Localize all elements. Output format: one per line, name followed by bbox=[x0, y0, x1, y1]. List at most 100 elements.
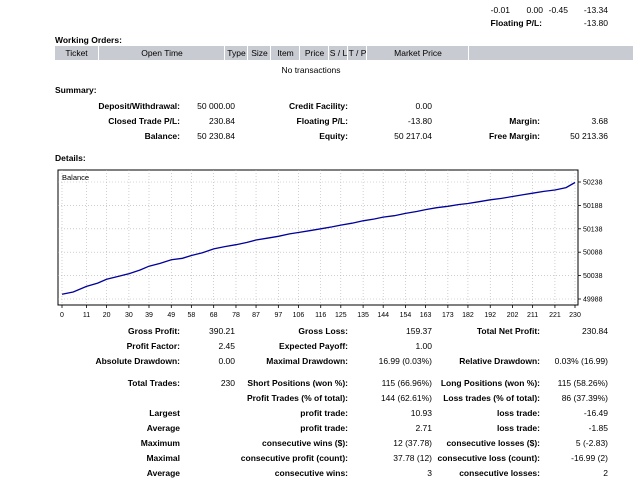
margin-label: Margin: bbox=[509, 116, 540, 126]
maximal-consec-loss-label: consecutive loss (count): bbox=[437, 453, 541, 463]
x-tick-label: 116 bbox=[315, 312, 326, 319]
top-value-d: -13.34 bbox=[583, 5, 608, 15]
maximum-label: Maximum bbox=[140, 438, 180, 448]
x-tick-label: 49 bbox=[167, 312, 175, 319]
maximal-label: Maximal bbox=[146, 453, 180, 463]
maximal-consec-loss-value: -16.99 (2) bbox=[571, 453, 608, 463]
largest-loss-label: loss trade: bbox=[497, 408, 540, 418]
chart-frame bbox=[57, 169, 579, 306]
top-value-a: -0.01 bbox=[490, 5, 510, 15]
max-consec-wins-value: 12 (37.78) bbox=[393, 438, 432, 448]
no-transactions: No transactions bbox=[281, 65, 341, 75]
y-tick-label: 50238 bbox=[583, 180, 603, 187]
average-profit-value: 2.71 bbox=[415, 423, 432, 433]
maximal-consec-profit-value: 37.78 (12) bbox=[393, 453, 432, 463]
expected-payoff-label: Expected Payoff: bbox=[279, 341, 348, 351]
profit-factor-value: 2.45 bbox=[218, 341, 235, 351]
largest-loss-value: -16.49 bbox=[583, 408, 608, 418]
rel-drawdown-label: Relative Drawdown: bbox=[459, 356, 540, 366]
abs-drawdown-value: 0.00 bbox=[218, 356, 235, 366]
average-loss-value: -1.85 bbox=[588, 423, 608, 433]
col-market-price[interactable]: Market Price bbox=[366, 46, 469, 60]
floating-pl-value: -13.80 bbox=[407, 116, 432, 126]
loss-trades-value: 86 (37.39%) bbox=[561, 393, 608, 403]
x-tick-label: 87 bbox=[252, 312, 260, 319]
x-tick-label: 68 bbox=[210, 312, 218, 319]
equity-value: 50 217.04 bbox=[394, 131, 432, 141]
avg-consec-losses-label: consecutive losses: bbox=[459, 468, 540, 478]
total-trades-label: Total Trades: bbox=[127, 378, 180, 388]
gross-loss-value: 159.37 bbox=[406, 326, 432, 336]
top-floating-value: -13.80 bbox=[583, 18, 608, 28]
working-orders-header: Ticket Open Time Type Size Item Price S … bbox=[55, 46, 633, 60]
x-tick-label: 192 bbox=[484, 312, 496, 319]
maximal-consec-profit-label: consecutive profit (count): bbox=[240, 453, 348, 463]
profit-factor-label: Profit Factor: bbox=[126, 341, 180, 351]
x-tick-label: 144 bbox=[377, 312, 389, 319]
summary-title: Summary: bbox=[55, 85, 97, 95]
avg-consec-wins-value: 3 bbox=[427, 468, 432, 478]
max-drawdown-label: Maximal Drawdown: bbox=[266, 356, 348, 366]
total-net-label: Total Net Profit: bbox=[476, 326, 540, 336]
working-orders-title: Working Orders: bbox=[55, 35, 122, 45]
largest-profit-value: 10.93 bbox=[410, 408, 432, 418]
x-tick-label: 182 bbox=[462, 312, 474, 319]
short-positions-label: Short Positions (won %): bbox=[247, 378, 348, 388]
x-tick-label: 230 bbox=[569, 312, 581, 319]
largest-profit-label: profit trade: bbox=[300, 408, 348, 418]
x-tick-label: 163 bbox=[420, 312, 432, 319]
average2-label: Average bbox=[146, 468, 180, 478]
x-tick-label: 173 bbox=[442, 312, 454, 319]
col-tp[interactable]: T / P bbox=[347, 46, 367, 60]
max-consec-wins-label: consecutive wins ($): bbox=[262, 438, 348, 448]
equity-label: Equity: bbox=[319, 131, 348, 141]
free-margin-value: 50 213.36 bbox=[570, 131, 608, 141]
abs-drawdown-label: Absolute Drawdown: bbox=[95, 356, 180, 366]
x-tick-label: 221 bbox=[549, 312, 561, 319]
total-net-value: 230.84 bbox=[582, 326, 608, 336]
x-tick-label: 125 bbox=[335, 312, 347, 319]
col-price[interactable]: Price bbox=[299, 46, 329, 60]
gross-profit-label: Gross Profit: bbox=[128, 326, 180, 336]
x-tick-label: 39 bbox=[145, 312, 153, 319]
x-tick-label: 211 bbox=[527, 312, 538, 319]
top-value-c: -0.45 bbox=[548, 5, 568, 15]
credit-label: Credit Facility: bbox=[288, 101, 348, 111]
long-positions-value: 115 (58.26%) bbox=[557, 378, 608, 388]
avg-consec-losses-value: 2 bbox=[603, 468, 608, 478]
col-ticket[interactable]: Ticket bbox=[65, 48, 88, 58]
top-value-b: 0.00 bbox=[526, 5, 543, 15]
profit-trades-value: 144 (62.61%) bbox=[380, 393, 432, 403]
average-label: Average bbox=[146, 423, 180, 433]
x-tick-label: 0 bbox=[60, 312, 64, 319]
margin-value: 3.68 bbox=[591, 116, 608, 126]
max-consec-losses-value: 5 (-2.83) bbox=[575, 438, 608, 448]
top-floating-label: Floating P/L: bbox=[490, 18, 542, 28]
col-item[interactable]: Item bbox=[270, 46, 300, 60]
col-open-time[interactable]: Open Time bbox=[98, 46, 225, 60]
details-title: Details: bbox=[55, 153, 86, 163]
x-tick-label: 58 bbox=[187, 312, 195, 319]
balance-value: 50 230.84 bbox=[197, 131, 235, 141]
max-drawdown-value: 16.99 (0.03%) bbox=[378, 356, 432, 366]
col-sl[interactable]: S / L bbox=[328, 46, 348, 60]
short-positions-value: 115 (66.96%) bbox=[381, 378, 432, 388]
x-tick-label: 135 bbox=[357, 312, 369, 319]
y-tick-label: 50138 bbox=[583, 226, 603, 233]
balance-chart: Balance 0 11 20 30 39 49 58 68 78 87 97 106 116 125 13… bbox=[57, 169, 603, 319]
x-tick-label: 20 bbox=[103, 312, 111, 319]
col-size[interactable]: Size bbox=[247, 46, 271, 60]
x-tick-label: 11 bbox=[83, 312, 90, 319]
y-tick-label: 50038 bbox=[583, 273, 603, 280]
average-profit-label: profit trade: bbox=[300, 423, 348, 433]
average-loss-label: loss trade: bbox=[497, 423, 540, 433]
x-tick-label: 30 bbox=[125, 312, 133, 319]
profit-trades-label: Profit Trades (% of total): bbox=[246, 393, 348, 403]
largest-label: Largest bbox=[149, 408, 180, 418]
col-type[interactable]: Type bbox=[224, 46, 248, 60]
x-tick-label: 106 bbox=[293, 312, 305, 319]
closed-pl-value: 230.84 bbox=[209, 116, 235, 126]
col-blank[interactable] bbox=[468, 46, 634, 60]
x-tick-label: 202 bbox=[507, 312, 519, 319]
gross-loss-label: Gross Loss: bbox=[298, 326, 348, 336]
